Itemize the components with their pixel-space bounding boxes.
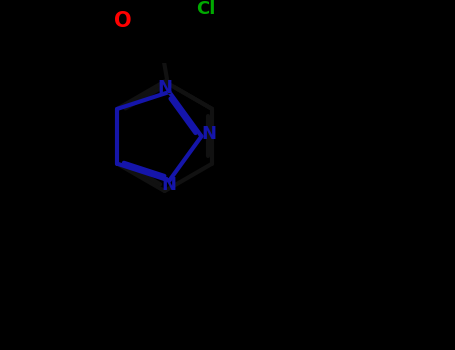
- Text: Cl: Cl: [196, 0, 216, 18]
- Text: N: N: [162, 176, 177, 195]
- Text: N: N: [201, 125, 216, 143]
- Text: O: O: [114, 11, 131, 31]
- Text: N: N: [157, 79, 172, 97]
